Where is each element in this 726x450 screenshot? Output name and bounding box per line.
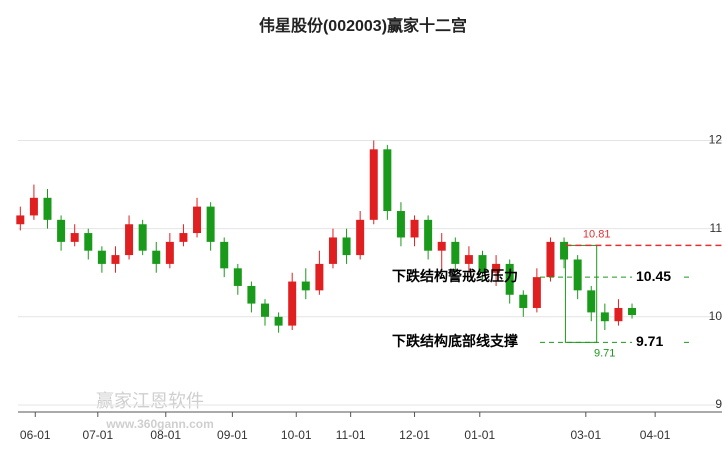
- y-tick-label: 10: [709, 309, 723, 323]
- candle-body: [233, 268, 242, 286]
- candle-body: [43, 197, 52, 220]
- support-label: 下跌结构底部线支撑: [392, 333, 518, 349]
- candle-body: [600, 312, 609, 322]
- x-tick-label: 07-01: [82, 428, 113, 442]
- top-label: 10.81: [583, 228, 611, 240]
- x-tick-label: 08-01: [150, 428, 181, 442]
- candle-body: [97, 250, 106, 264]
- candle-body: [478, 255, 487, 273]
- x-tick-label: 01-01: [464, 428, 495, 442]
- candle-body: [247, 285, 256, 304]
- candle-body: [328, 237, 337, 264]
- candle-body: [179, 233, 188, 242]
- bottom-label: 9.71: [594, 347, 615, 359]
- y-tick-label: 12: [709, 133, 723, 147]
- candle-body: [383, 149, 392, 212]
- chart-title: 伟星股份(002003)赢家十二宫: [259, 16, 467, 35]
- candle-body: [206, 206, 215, 242]
- candle-body: [70, 233, 79, 242]
- candle-body: [369, 149, 378, 220]
- candle-body: [111, 255, 120, 264]
- candle-body: [274, 316, 283, 326]
- candle-body: [16, 215, 25, 225]
- resistance-value: 10.45: [636, 268, 671, 284]
- candle-body: [451, 241, 460, 264]
- y-tick-label: 9: [715, 397, 722, 411]
- candle-body: [573, 259, 582, 291]
- candle-body: [315, 263, 324, 291]
- support-value: 9.71: [636, 333, 663, 349]
- x-tick-label: 03-01: [570, 428, 601, 442]
- candle-body: [505, 263, 514, 295]
- candle-body: [519, 294, 528, 308]
- resistance-label: 下跌结构警戒线压力: [392, 268, 518, 284]
- candle-body: [261, 303, 269, 317]
- candle-body: [165, 241, 174, 264]
- candle-body: [356, 219, 365, 256]
- candle-body: [437, 241, 446, 251]
- watermark: 赢家江恩软件: [96, 390, 204, 411]
- x-tick-label: 12-01: [399, 428, 430, 442]
- y-tick-label: 11: [710, 221, 723, 235]
- candle-body: [288, 281, 297, 326]
- candle-body: [546, 241, 555, 278]
- x-tick-label: 10-01: [281, 428, 312, 442]
- candle-body: [560, 241, 569, 260]
- candle-body: [410, 219, 419, 238]
- support-value-bg: [632, 333, 682, 352]
- x-tick-label: 06-01: [20, 428, 51, 442]
- candle-body: [29, 197, 38, 216]
- candle-body: [57, 219, 66, 242]
- candle-body: [396, 211, 405, 238]
- candle-body: [193, 206, 202, 234]
- candle-body: [464, 255, 473, 264]
- candle-body: [138, 224, 147, 251]
- candle-body: [614, 307, 623, 322]
- candle-body: [424, 219, 433, 251]
- candle-body: [125, 224, 134, 256]
- candle-body: [84, 233, 93, 251]
- candle-body: [587, 290, 596, 313]
- candle-body: [342, 237, 351, 256]
- candle-body: [532, 277, 541, 308]
- watermark: www.360gann.com: [105, 417, 214, 431]
- candle-body: [301, 281, 310, 291]
- x-tick-label: 09-01: [217, 428, 248, 442]
- x-tick-label: 04-01: [640, 428, 671, 442]
- candle-body: [492, 263, 501, 273]
- candle-body: [220, 241, 229, 269]
- candle-body: [628, 307, 637, 316]
- x-tick-label: 11-01: [336, 428, 366, 442]
- resistance-value-bg: [632, 268, 682, 287]
- candle-body: [152, 250, 161, 264]
